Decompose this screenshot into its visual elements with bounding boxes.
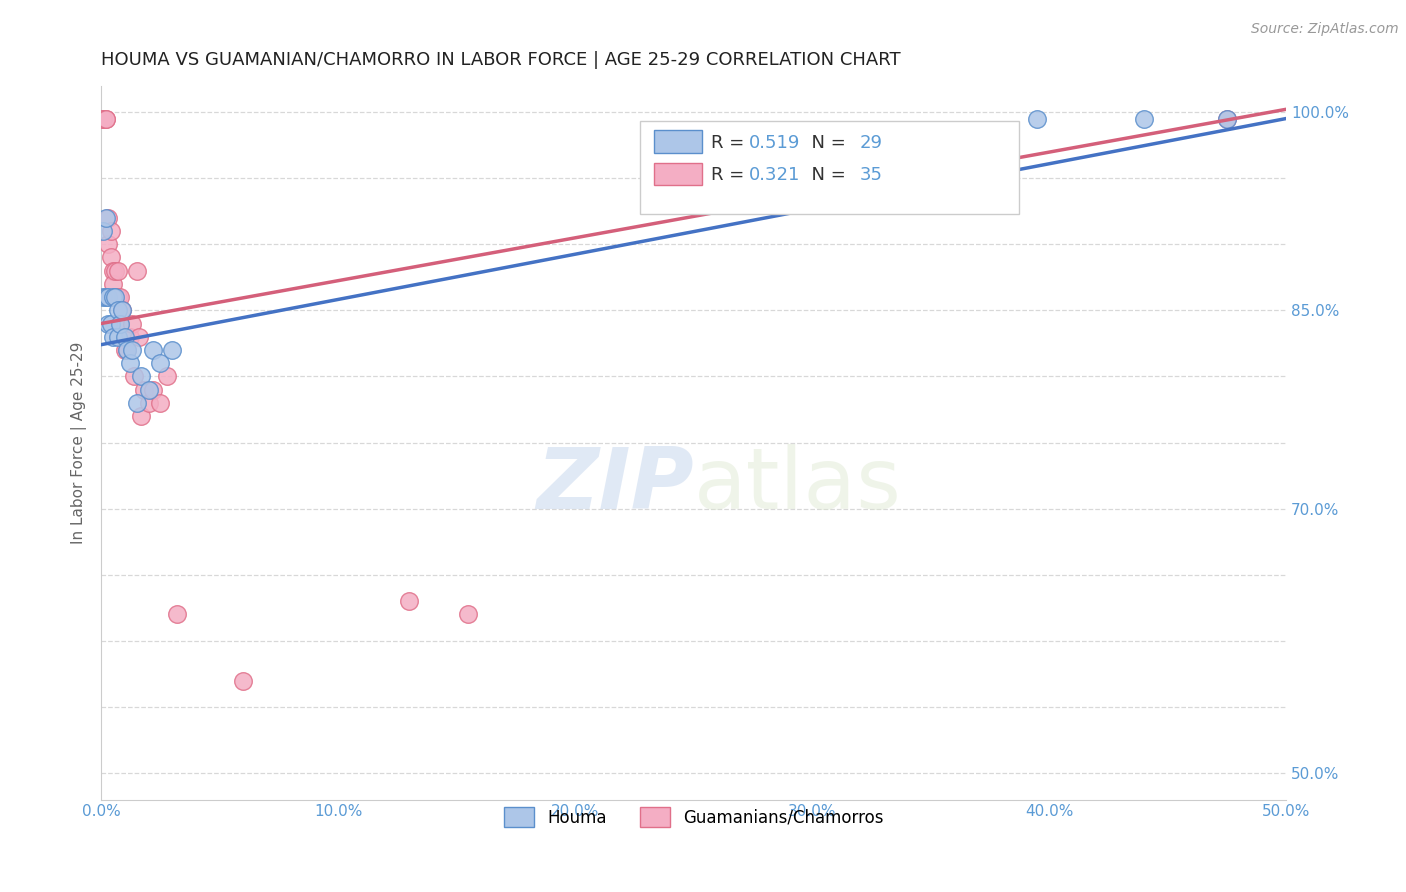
Point <box>100 224 122 238</box>
Point <box>94 112 117 126</box>
Point <box>108 317 131 331</box>
Point <box>118 330 141 344</box>
Point <box>93 112 115 126</box>
Text: N =: N = <box>800 166 852 184</box>
FancyBboxPatch shape <box>640 121 1019 214</box>
Point <box>107 303 129 318</box>
Point <box>1026 112 1049 126</box>
Text: 29: 29 <box>859 134 883 152</box>
Point <box>104 290 127 304</box>
Point <box>101 330 124 344</box>
Text: 0.321: 0.321 <box>749 166 800 184</box>
Point <box>142 383 165 397</box>
Point <box>93 290 115 304</box>
Point <box>232 673 254 688</box>
Point <box>138 383 160 397</box>
Point <box>131 409 153 423</box>
Point <box>1132 112 1154 126</box>
Point <box>94 211 117 225</box>
Point <box>97 317 120 331</box>
Point <box>107 330 129 344</box>
Point <box>97 290 120 304</box>
Point <box>93 112 115 126</box>
Point <box>142 343 165 357</box>
Point <box>104 263 127 277</box>
Point <box>1215 112 1237 126</box>
Legend: Houma, Guamanians/Chamorros: Houma, Guamanians/Chamorros <box>496 800 890 834</box>
Text: HOUMA VS GUAMANIAN/CHAMORRO IN LABOR FORCE | AGE 25-29 CORRELATION CHART: HOUMA VS GUAMANIAN/CHAMORRO IN LABOR FOR… <box>101 51 901 69</box>
Point <box>94 112 117 126</box>
Point <box>156 369 179 384</box>
Point <box>97 211 120 225</box>
Point <box>132 383 155 397</box>
Point <box>398 594 420 608</box>
Point <box>111 303 134 318</box>
Point <box>149 356 172 370</box>
Point <box>100 317 122 331</box>
Point <box>114 330 136 344</box>
Point <box>149 396 172 410</box>
FancyBboxPatch shape <box>654 130 702 153</box>
Point <box>128 330 150 344</box>
Point <box>124 369 146 384</box>
Point <box>97 237 120 252</box>
Point <box>125 263 148 277</box>
Y-axis label: In Labor Force | Age 25-29: In Labor Force | Age 25-29 <box>72 342 87 544</box>
FancyBboxPatch shape <box>654 162 702 186</box>
Text: Source: ZipAtlas.com: Source: ZipAtlas.com <box>1251 22 1399 37</box>
Point <box>118 356 141 370</box>
Point <box>121 317 143 331</box>
Point <box>108 317 131 331</box>
Point <box>121 343 143 357</box>
Point <box>104 290 127 304</box>
Text: N =: N = <box>800 134 852 152</box>
Point <box>101 277 124 291</box>
Point <box>111 303 134 318</box>
Point <box>1215 112 1237 126</box>
Point <box>457 607 479 622</box>
Text: 35: 35 <box>859 166 883 184</box>
Text: R =: R = <box>711 134 751 152</box>
Point <box>125 396 148 410</box>
Point <box>94 290 117 304</box>
Point <box>114 343 136 357</box>
Point <box>115 343 138 357</box>
Text: atlas: atlas <box>693 444 901 527</box>
Point <box>160 343 183 357</box>
Text: ZIP: ZIP <box>536 444 693 527</box>
Point <box>138 396 160 410</box>
Point <box>107 290 129 304</box>
Point <box>101 290 124 304</box>
Point <box>93 224 115 238</box>
Point <box>108 290 131 304</box>
Point <box>166 607 188 622</box>
Point <box>115 343 138 357</box>
Text: R =: R = <box>711 166 751 184</box>
Point <box>101 263 124 277</box>
Point <box>107 263 129 277</box>
Point <box>131 369 153 384</box>
Text: 0.519: 0.519 <box>749 134 800 152</box>
Point <box>100 251 122 265</box>
